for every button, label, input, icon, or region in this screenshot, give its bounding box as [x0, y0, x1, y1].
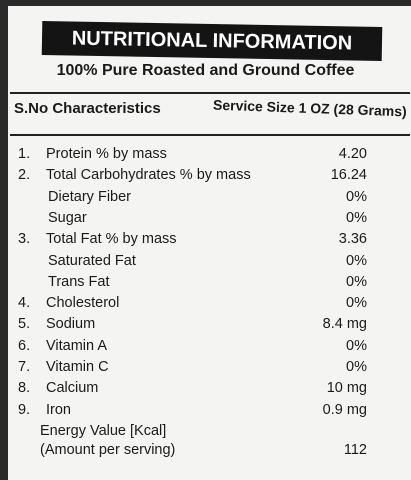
row-number: 1.: [18, 146, 31, 162]
row-value: 0%: [346, 359, 367, 375]
row-name: Sugar: [48, 209, 87, 226]
row-name: Saturated Fat: [48, 252, 136, 269]
row-name: Dietary Fiber: [48, 188, 131, 205]
row-number: 4.: [18, 295, 31, 312]
row-name: Calcium: [46, 380, 99, 397]
row-number: 9.: [18, 401, 31, 418]
row-name: Total Carbohydrates % by mass: [46, 167, 251, 184]
row-name: Energy Value [Kcal]: [40, 422, 167, 439]
row-value: 8.4 mg: [322, 316, 367, 333]
row-number: 6.: [18, 337, 31, 354]
row-value: 112: [343, 441, 367, 458]
row-value: 0%: [346, 337, 367, 354]
row-name: Trans Fat: [48, 273, 110, 290]
row-name: Cholesterol: [46, 295, 120, 312]
row-value: 0%: [346, 252, 367, 269]
row-name: Total Fat % by mass: [46, 231, 177, 248]
row-value: 4.20: [338, 146, 367, 162]
row-name: Sodium: [46, 316, 96, 333]
row-name: Vitamin A: [46, 337, 107, 354]
row-name: Protein % by mass: [46, 146, 167, 162]
column-header: Service Size 1 OZ (28 Grams): [213, 96, 408, 120]
edge: [0, 0, 8, 480]
row-note: (Amount per serving): [40, 441, 176, 458]
row-value: 0.9 mg: [322, 401, 367, 418]
row-value: 3.36: [338, 231, 367, 248]
row-value: 0%: [346, 188, 367, 205]
row-value: 0%: [346, 273, 367, 290]
row-number: 5.: [18, 316, 31, 333]
title: NUTRITIONAL INFORMATION: [41, 21, 383, 61]
row-name: Iron: [46, 401, 71, 418]
column-header: S.No Characteristics: [14, 100, 161, 117]
row-value: 16.24: [330, 167, 367, 184]
row-number: 8.: [18, 380, 31, 397]
row-value: 0%: [346, 295, 367, 312]
row-value: 10 mg: [326, 380, 367, 397]
row-name: Vitamin C: [46, 359, 109, 375]
row-number: 2.: [18, 167, 31, 184]
row-number: 7.: [18, 359, 31, 375]
rule: [10, 92, 410, 94]
rule: [10, 134, 410, 136]
edge: [0, 0, 411, 6]
row-value: 0%: [346, 209, 367, 226]
subtitle: 100% Pure Roasted and Ground Coffee: [56, 62, 355, 79]
row-number: 3.: [18, 231, 31, 248]
